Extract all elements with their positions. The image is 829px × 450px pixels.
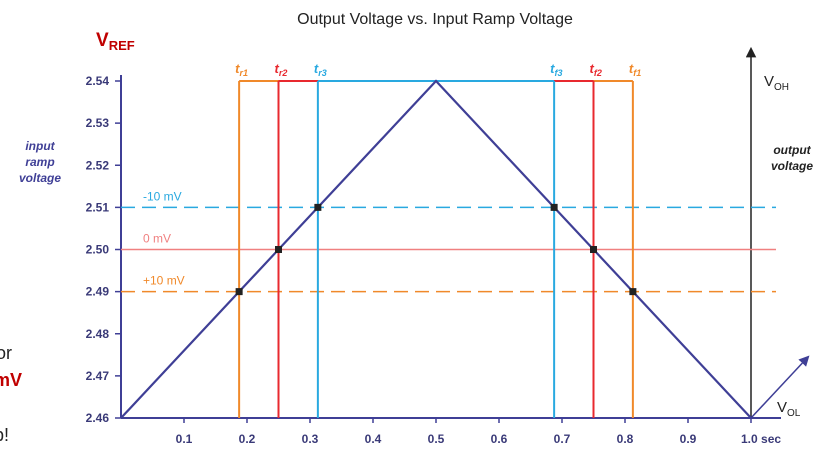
x-tick-label: 0.3 <box>302 432 319 446</box>
output-axis-label: output voltage <box>771 143 813 173</box>
x-tick-label: 0.7 <box>554 432 571 446</box>
cut-text-line-1: or <box>0 343 12 363</box>
x-tick-label: 0.2 <box>239 432 256 446</box>
y-tick-label: 2.49 <box>86 285 110 299</box>
pulse-fall-label: tf2 <box>590 61 602 78</box>
y-tick-label: 2.47 <box>86 369 110 383</box>
svg-text:voltage: voltage <box>19 171 61 185</box>
svg-text:ramp: ramp <box>25 155 54 169</box>
crossing-point <box>590 246 597 253</box>
diagonal-arrow <box>750 355 810 419</box>
x-tick-label: 0.1 <box>176 432 193 446</box>
pulse-fall-label: tf3 <box>550 61 562 78</box>
svg-text:voltage: voltage <box>771 159 813 173</box>
y-tick-label: 2.54 <box>86 74 110 88</box>
pulse-rise-label: tr2 <box>275 61 288 78</box>
threshold-label: 0 mV <box>143 232 171 246</box>
x-tick-label: 0.4 <box>365 432 382 446</box>
x-tick-label: 0.6 <box>491 432 508 446</box>
y-tick-label: 2.46 <box>86 411 110 425</box>
crossing-point <box>314 203 322 211</box>
pulse-rise-label: tr1 <box>235 61 248 78</box>
ramp-line <box>120 79 752 419</box>
voh-label: VOH <box>764 73 789 93</box>
crossing-point <box>550 203 558 211</box>
chart-title: Output Voltage vs. Input Ramp Voltage <box>297 11 573 28</box>
input-axis-label: input ramp voltage <box>19 139 61 185</box>
svg-text:input: input <box>25 139 55 153</box>
crossing-point <box>235 288 243 296</box>
crossing-point <box>629 288 637 296</box>
y-tick-label: 2.52 <box>86 158 110 172</box>
vref-label: VREF <box>96 30 135 53</box>
x-tick-label: 0.5 <box>428 432 445 446</box>
plot-area: 2.46 2.47 2.48 2.49 2.50 2.51 2.52 2.53 2.54 0.1 0… <box>86 46 810 446</box>
vol-label: VOL <box>777 399 801 419</box>
threshold-label: -10 mV <box>143 189 182 203</box>
pulse-fall-label: tf1 <box>629 61 641 78</box>
cut-text-line-2: mV <box>0 370 22 390</box>
pulse-rise-label: tr3 <box>314 61 327 78</box>
x-tick-label: 0.8 <box>617 432 634 446</box>
y-tick-label: 2.48 <box>86 327 110 341</box>
x-tick-label: 0.9 <box>680 432 697 446</box>
crossing-point <box>275 246 282 253</box>
svg-text:output: output <box>773 143 811 157</box>
threshold-label: +10 mV <box>143 274 185 288</box>
y-tick-label: 2.50 <box>86 243 110 257</box>
y-tick-label: 2.51 <box>86 200 110 214</box>
x-tick-label: 1.0 sec <box>741 432 781 446</box>
cut-text-line-3: p! <box>0 425 9 445</box>
y-tick-label: 2.53 <box>86 116 110 130</box>
